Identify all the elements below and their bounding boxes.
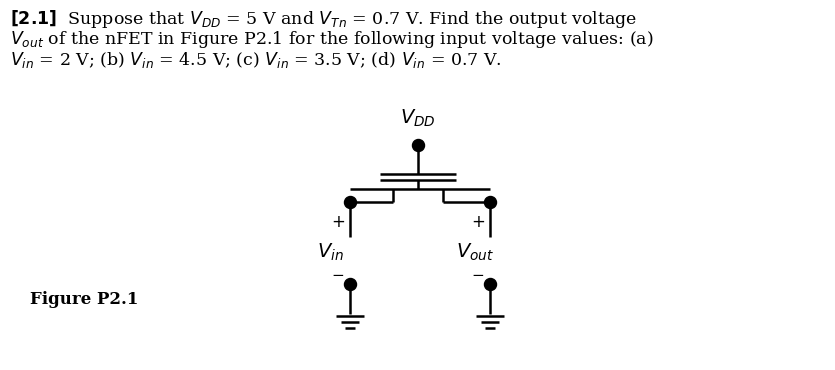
Text: $V_{out}$ of the nFET in Figure P2.1 for the following input voltage values: (a): $V_{out}$ of the nFET in Figure P2.1 for…	[10, 29, 654, 50]
Text: Figure P2.1: Figure P2.1	[30, 292, 139, 309]
Text: $\mathbf{[2.1]}$  Suppose that $V_{DD}$ = 5 V and $V_{Tn}$ = 0.7 V. Find the out: $\mathbf{[2.1]}$ Suppose that $V_{DD}$ =…	[10, 8, 637, 30]
Point	[343, 199, 357, 205]
Text: $V_{DD}$: $V_{DD}$	[400, 108, 436, 129]
Point	[483, 281, 497, 287]
Point	[343, 281, 357, 287]
Text: $V_{in}$: $V_{in}$	[316, 241, 343, 263]
Text: +: +	[331, 213, 345, 231]
Point	[483, 199, 497, 205]
Text: −: −	[472, 268, 484, 283]
Point	[412, 142, 425, 148]
Text: $V_{out}$: $V_{out}$	[456, 241, 494, 263]
Text: $V_{in}$ = 2 V; (b) $V_{in}$ = 4.5 V; (c) $V_{in}$ = 3.5 V; (d) $V_{in}$ = 0.7 V: $V_{in}$ = 2 V; (b) $V_{in}$ = 4.5 V; (c…	[10, 50, 502, 70]
Text: −: −	[331, 268, 344, 283]
Text: +: +	[471, 213, 485, 231]
